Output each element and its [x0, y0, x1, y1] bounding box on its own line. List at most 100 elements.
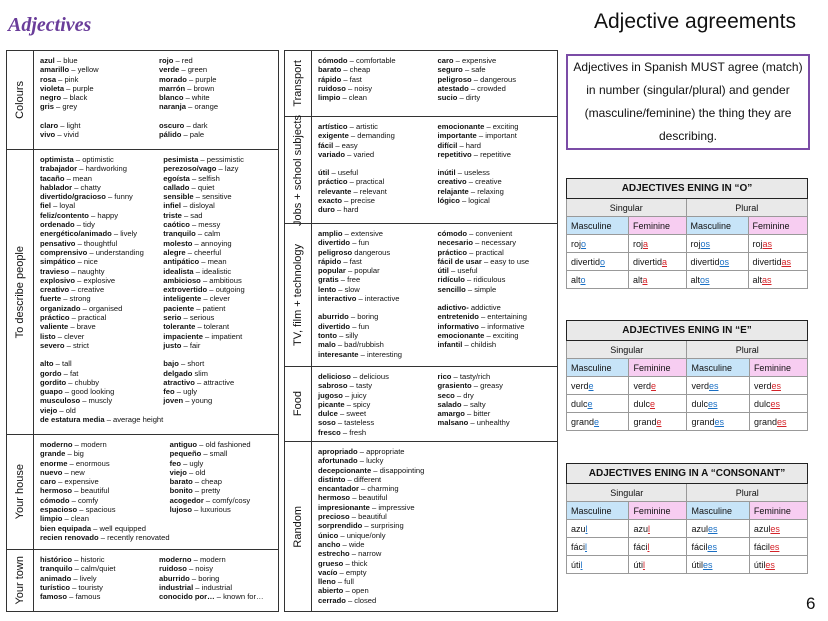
entry-word: antiguo	[169, 440, 198, 449]
section-content: histórico – historic tranquilo – calm/qui…	[34, 550, 278, 611]
entry-word: picante	[318, 399, 345, 409]
entry-word: inteligente	[163, 294, 202, 304]
entry: importante – important	[437, 131, 517, 141]
group: alto – tall gordo – fat gordito – chubby gu…	[40, 359, 163, 424]
note-box: Adjectives in Spanish MUST agree (match)…	[566, 54, 810, 150]
ending: o	[580, 274, 586, 285]
stem: verd	[691, 380, 709, 391]
ending: l	[642, 559, 645, 570]
column-header: Masculine	[565, 358, 630, 377]
ending: es	[770, 523, 780, 534]
entry: aburrido – boring	[159, 573, 220, 583]
entry-word: naranja	[159, 102, 187, 112]
entry: interesante – interesting	[318, 349, 403, 359]
entry-word: severo	[40, 340, 65, 350]
agreement-table: ADJECTIVES ENING IN A “CONSONANT” Singula…	[565, 463, 809, 574]
entry-word: fresco	[318, 427, 341, 437]
section-label: Food	[292, 391, 304, 417]
section-content: cómodo – comfortable barato – cheap rápido…	[312, 51, 557, 116]
entry: pensativo – thoughtful	[40, 238, 118, 248]
title-row: ADJECTIVES ENING IN A “CONSONANT”	[566, 463, 808, 484]
stem: roj	[571, 238, 582, 249]
ending: os	[719, 256, 730, 267]
entry-word: infiel	[163, 201, 181, 211]
group-header: Singular	[565, 483, 688, 502]
entry-word: impaciente	[163, 331, 203, 341]
section-content: optimista – optimistic trabajador – hardw…	[34, 150, 278, 434]
ending: a	[642, 238, 648, 249]
section: TV, film + technology amplio – extensive d…	[285, 223, 557, 366]
entry-word: antipático	[163, 257, 200, 267]
stem: verd	[571, 380, 589, 391]
table-cell: fáciles	[686, 537, 750, 556]
group: rojo – red verde – green morado – purple ma…	[159, 56, 278, 112]
table-cell: dulces	[686, 394, 750, 413]
entry: grasiento – greasy	[437, 381, 503, 391]
entry: severo – strict	[40, 340, 89, 350]
group: apropriado – appropriate afortunado – luc…	[318, 447, 557, 605]
entry: gordo – fat	[40, 368, 79, 378]
column: histórico – historic tranquilo – calm/qui…	[40, 555, 159, 611]
entry: antiguo – old fashioned	[169, 440, 251, 449]
entry: extrovertido – outgoing	[163, 285, 245, 295]
entry: recien renovado – recently renovated	[40, 532, 170, 542]
stem: azul	[691, 523, 708, 534]
column-header: Masculine	[565, 501, 630, 520]
entry: hermoso – beautiful	[318, 493, 388, 503]
entry: infiel – disloyal	[163, 201, 215, 211]
ending: l	[585, 541, 588, 552]
ending: es	[770, 398, 780, 409]
table-cell: alta	[627, 270, 687, 289]
ending: es	[709, 380, 719, 391]
table-cell: rojo	[566, 234, 629, 253]
entry: tonto – silly	[318, 330, 359, 340]
entry-word: encantador	[318, 484, 359, 494]
stem: roj	[752, 238, 763, 249]
section-label-cell: Your town	[7, 550, 34, 611]
section-label-cell: Random	[285, 442, 312, 611]
entry: famoso – famous	[40, 592, 101, 602]
entry-word: comprensivo	[40, 247, 88, 257]
entry: marrón – brown	[159, 83, 215, 93]
table-cell: divertidos	[685, 252, 749, 271]
entry: sensible – sensitive	[163, 192, 232, 202]
entry: salado – salty	[437, 399, 486, 409]
entry-word: exigente	[318, 131, 349, 141]
entry-word: afortunado	[318, 456, 358, 466]
table-row: verde verde verdes verdes	[565, 376, 809, 395]
section: Your town histórico – historic tranquilo –…	[7, 549, 278, 611]
entry-word: violeta	[40, 83, 65, 93]
stem: divertid	[571, 256, 601, 267]
entry: caótico – messy	[163, 220, 221, 230]
entry-word: tranquilo	[163, 229, 196, 239]
entry: egoísta – selfish	[163, 173, 220, 183]
section-label: To describe people	[14, 245, 26, 339]
entry-word: triste	[163, 210, 182, 220]
entry: gris – grey	[40, 102, 78, 112]
table-cell: grandes	[686, 412, 750, 431]
entry-word: viejo	[40, 405, 58, 415]
entry-word: rico	[437, 372, 452, 381]
group: histórico – historic tranquilo – calm/qui…	[40, 555, 159, 601]
stem: grand	[753, 416, 777, 427]
title-row: ADJECTIVES ENING IN “O”	[566, 178, 808, 199]
entry: explosivo – explosive	[40, 275, 116, 285]
entry: gordito – chubby	[40, 377, 100, 387]
entry: emocionante – exciting	[437, 330, 519, 340]
entry-word: gratis	[318, 275, 339, 285]
group: oscuro – dark pálido – pale	[159, 121, 278, 140]
entry-word: grande	[40, 449, 66, 459]
entry: distinto – different	[318, 474, 382, 484]
stem: útil	[753, 559, 766, 570]
group: adictivo- addictive entretenido – enterta…	[438, 303, 558, 349]
page-number: 6	[806, 594, 816, 613]
column: delicioso – delicious sabroso – tasty jugo…	[318, 372, 438, 441]
entry-word: cómodo	[40, 495, 70, 505]
entry: limpio – clean	[40, 514, 89, 524]
entry-word: animado	[40, 573, 72, 583]
entry-word: ordenado	[40, 220, 75, 230]
entry: energético/animado – lively	[40, 229, 138, 239]
entry: malo – bad/rubbish	[318, 340, 384, 350]
entry-word: de estatura media	[40, 415, 105, 425]
entry-word: sensible	[163, 192, 194, 202]
